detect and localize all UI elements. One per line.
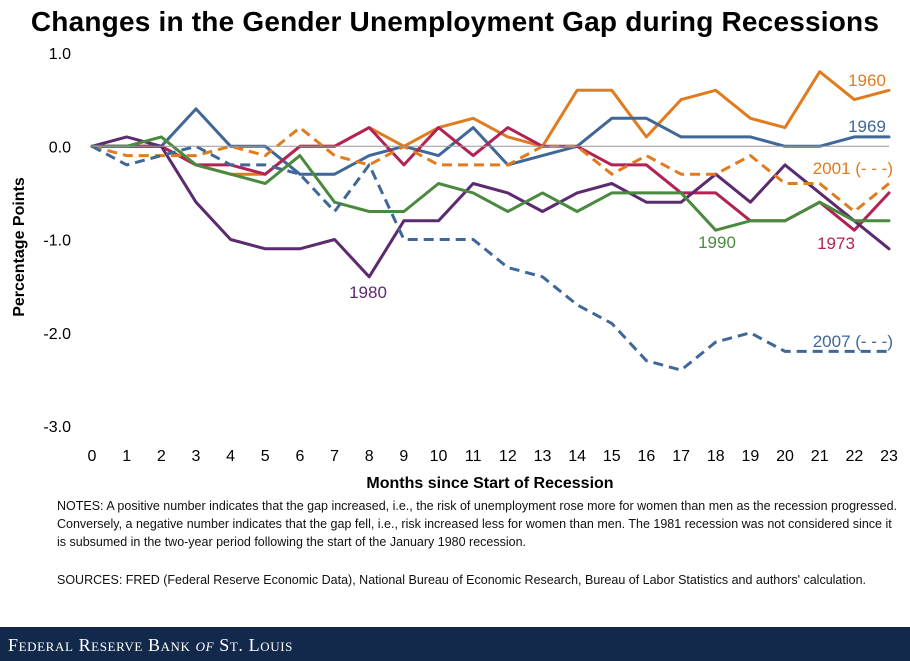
x-tick-label: 18 [707, 448, 725, 465]
sources-text: SOURCES: FRED (Federal Reserve Economic … [57, 573, 867, 587]
series-line-1980 [90, 135, 891, 279]
footer-bar: Federal Reserve Bank of St. Louis [0, 627, 910, 661]
brand-text-pre: Federal Reserve Bank [8, 635, 196, 655]
series-label-2007: 2007 (- - -) [813, 332, 893, 351]
series-label-1980: 1980 [349, 283, 387, 302]
y-tick-label: -1.0 [43, 233, 71, 250]
annotation-layer: 1960 1969 2001 (- - -) 1990 1973 1980 2007 (- … [349, 71, 893, 351]
y-tick-label: -2.0 [43, 326, 71, 343]
x-tick-label: 9 [399, 448, 408, 465]
x-tick-label: 0 [88, 448, 97, 465]
chart-title: Changes in the Gender Unemployment Gap d… [30, 6, 880, 37]
x-tick-label: 23 [880, 448, 898, 465]
x-tick-label: 12 [499, 448, 517, 465]
series-label-2001: 2001 (- - -) [813, 159, 893, 178]
x-tick-label: 6 [295, 448, 304, 465]
y-axis-ticks: 1.0 0.0 -1.0 -2.0 -3.0 [43, 46, 71, 436]
x-tick-label: 16 [638, 448, 656, 465]
x-tick-label: 5 [261, 448, 270, 465]
x-tick-label: 2 [157, 448, 166, 465]
x-tick-label: 3 [192, 448, 201, 465]
x-tick-label: 20 [776, 448, 794, 465]
x-axis-ticks: 0 1 2 3 4 5 6 7 8 9 10 11 12 13 14 15 16 17 18 19 20 21 22 23 [88, 448, 898, 465]
series-label-1969: 1969 [848, 117, 886, 136]
y-tick-label: 0.0 [49, 139, 71, 156]
series-line-1990 [90, 135, 891, 232]
y-tick-label: 1.0 [49, 46, 71, 63]
x-tick-label: 22 [845, 448, 863, 465]
x-tick-label: 14 [568, 448, 586, 465]
series-layer [90, 70, 891, 372]
series-line-2001 [91, 126, 890, 213]
x-tick-label: 13 [534, 448, 552, 465]
series-line-1960 [90, 70, 891, 176]
x-tick-label: 15 [603, 448, 621, 465]
x-tick-label: 4 [226, 448, 235, 465]
series-line-2007 [91, 144, 889, 372]
series-label-1960: 1960 [848, 71, 886, 90]
x-tick-label: 10 [430, 448, 448, 465]
x-tick-label: 11 [465, 448, 482, 465]
x-tick-label: 19 [741, 448, 759, 465]
notes-text: NOTES: A positive number indicates that … [57, 499, 898, 549]
y-axis-label: Percentage Points [11, 177, 28, 317]
line-chart: 1.00.0-1.0-2.0-3.0 0 1 2 3 4 5 6 7 8 9 10 11 12 13 14 1… [11, 46, 898, 492]
y-tick-label: -3.0 [43, 419, 71, 436]
x-axis-label: Months since Start of Recession [366, 475, 613, 492]
x-tick-label: 21 [811, 448, 829, 465]
x-tick-label: 1 [122, 448, 131, 465]
x-tick-label: 8 [365, 448, 374, 465]
brand-text-of: of [195, 635, 215, 655]
series-label-1973: 1973 [817, 234, 855, 253]
brand-logo: Federal Reserve Bank of St. Louis [8, 635, 293, 656]
series-label-1990: 1990 [698, 233, 736, 252]
brand-text-post: St. Louis [214, 635, 293, 655]
x-tick-label: 17 [672, 448, 690, 465]
x-tick-label: 7 [330, 448, 339, 465]
